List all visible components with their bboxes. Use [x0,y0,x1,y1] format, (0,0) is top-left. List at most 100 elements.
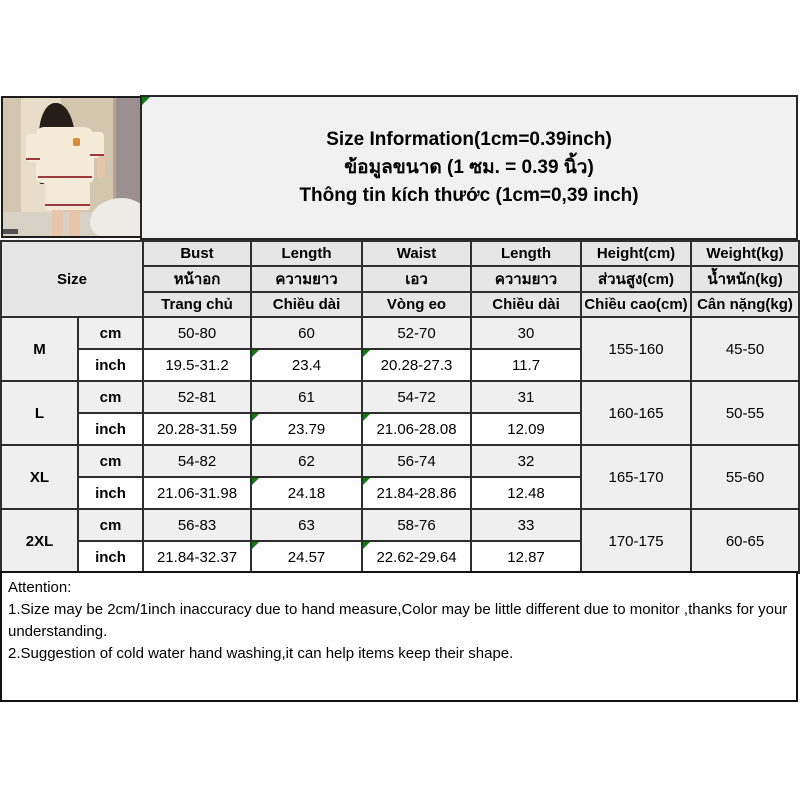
l-bust-cm: 52-81 [142,380,253,414]
error-triangle-icon [364,479,371,485]
l-length-cm: 61 [250,380,364,414]
col-bust-en: Bust [142,240,253,267]
cell-value: 23.4 [291,356,322,374]
model-arm [97,156,105,178]
col-height-vi: Chiều cao(cm) [580,291,693,318]
2xl-length-inch: 24.57 [250,540,364,574]
col-bust-th: หน้าอก [142,265,253,293]
cell-value: 21.06-28.08 [376,420,457,438]
row-m-inch: inch 19.5-31.2 23.4 20.28-27.3 11.7 [1,348,799,382]
col-waist-th: เอว [361,265,473,293]
product-photo [1,96,142,238]
row-xl-cm: XL cm 54-82 62 56-74 32 165-170 55-60 [0,444,800,510]
notes-heading: Attention: [8,579,72,596]
col-weight-en: Weight(kg) [690,240,800,267]
2xl-waist-inch: 22.62-29.64 [361,540,473,574]
error-triangle-icon [253,543,260,549]
2xl-waist-cm: 58-76 [361,508,473,542]
2xl-bust-inch: 21.84-32.37 [142,540,253,574]
row-m-cm: M cm 50-80 60 52-70 30 155-160 45-50 [0,316,800,382]
row-2xl-inch: inch 21.84-32.37 24.57 22.62-29.64 12.87 [1,540,799,574]
attention-notes: Attention: 1.Size may be 2cm/1inch inacc… [0,571,798,702]
unit-cm: cm [76,316,145,350]
row-xl-inch: inch 21.06-31.98 24.18 21.84-28.86 12.48 [1,476,799,510]
xl-length-inch: 24.18 [250,476,364,510]
size-label-2xl: 2XL [0,508,79,574]
cell-value: 20.28-27.3 [380,356,453,374]
error-triangle-icon [253,351,260,357]
row-2xl-cm: 2XL cm 56-83 63 58-76 33 170-175 60-65 [0,508,800,574]
xl-length2-inch: 12.48 [470,476,583,510]
error-triangle-icon [364,351,371,357]
header-row-thai: หน้าอก ความยาว เอว ความยาว ส่วนสูง(cm) น… [1,265,800,293]
col-length2-vi: Chiều dài [470,291,583,318]
row-l-inch: inch 20.28-31.59 23.79 21.06-28.08 12.09 [1,412,799,446]
header-row-vietnamese: Trang chủ Chiều dài Vòng eo Chiều dài Ch… [1,291,800,318]
unit-cm: cm [76,380,145,414]
cell-value: 22.62-29.64 [376,548,457,566]
title-english: Size Information(1cm=0.39inch) [326,129,612,150]
l-bust-inch: 20.28-31.59 [142,412,253,446]
notes-line-2: 2.Suggestion of cold water hand washing,… [8,645,514,662]
unit-cm: cm [76,508,145,542]
unit-inch: inch [76,348,145,382]
col-height-en: Height(cm) [580,240,693,267]
m-length2-cm: 30 [470,316,583,350]
error-triangle-icon [253,479,260,485]
xl-length-cm: 62 [250,444,364,478]
col-weight-th: น้ำหนัก(kg) [690,265,800,293]
sleeve-trim-right [90,154,104,156]
m-waist-inch: 20.28-27.3 [361,348,473,382]
pajama-top [36,127,94,183]
unit-inch: inch [76,540,145,574]
xl-bust-cm: 54-82 [142,444,253,478]
m-waist-cm: 52-70 [361,316,473,350]
col-height-th: ส่วนสูง(cm) [580,265,693,293]
2xl-weight: 60-65 [690,508,800,574]
col-length-th: ความยาว [250,265,364,293]
size-table: Size Bust Length Waist Length Height(cm)… [0,240,800,574]
xl-waist-cm: 56-74 [361,444,473,478]
row-l-cm: L cm 52-81 61 54-72 31 160-165 50-55 [0,380,800,446]
m-length2-inch: 11.7 [470,348,583,382]
error-triangle-icon [364,415,371,421]
col-weight-vi: Cân nặng(kg) [690,291,800,318]
col-length2-th: ความยาว [470,265,583,293]
model-right-leg [69,210,80,236]
photo-door-frame [113,98,116,230]
l-length2-cm: 31 [470,380,583,414]
cell-value: 21.84-28.86 [376,484,457,502]
2xl-bust-cm: 56-83 [142,508,253,542]
top-hem-trim [38,176,92,178]
m-bust-inch: 19.5-31.2 [142,348,253,382]
size-label-m: M [0,316,79,382]
xl-weight: 55-60 [690,444,800,510]
size-label-l: L [0,380,79,446]
cell-value: 24.18 [287,484,326,502]
2xl-height: 170-175 [580,508,693,574]
unit-inch: inch [76,476,145,510]
col-bust-vi: Trang chủ [142,291,253,318]
m-length-inch: 23.4 [250,348,364,382]
model-left-leg [52,210,63,236]
2xl-length-cm: 63 [250,508,364,542]
col-waist-en: Waist [361,240,473,267]
title-vietnamese: Thông tin kích thước (1cm=0,39 inch) [299,185,639,206]
xl-waist-inch: 21.84-28.86 [361,476,473,510]
title-thai: ข้อมูลขนาด (1 ซม. = 0.39 นิ้ว) [344,157,594,178]
size-label-xl: XL [0,444,79,510]
header-row-english: Size Bust Length Waist Length Height(cm)… [0,240,800,318]
shorts-hem-trim [45,204,90,206]
cell-value: 23.79 [287,420,326,438]
error-triangle-icon [364,543,371,549]
photo-beanbag [90,198,140,236]
m-height: 155-160 [580,316,693,382]
size-header-cell: Size [0,240,145,318]
l-height: 160-165 [580,380,693,446]
l-waist-cm: 54-72 [361,380,473,414]
m-bust-cm: 50-80 [142,316,253,350]
cell-error-triangle-icon [142,97,150,105]
l-weight: 50-55 [690,380,800,446]
chest-logo [73,138,80,146]
